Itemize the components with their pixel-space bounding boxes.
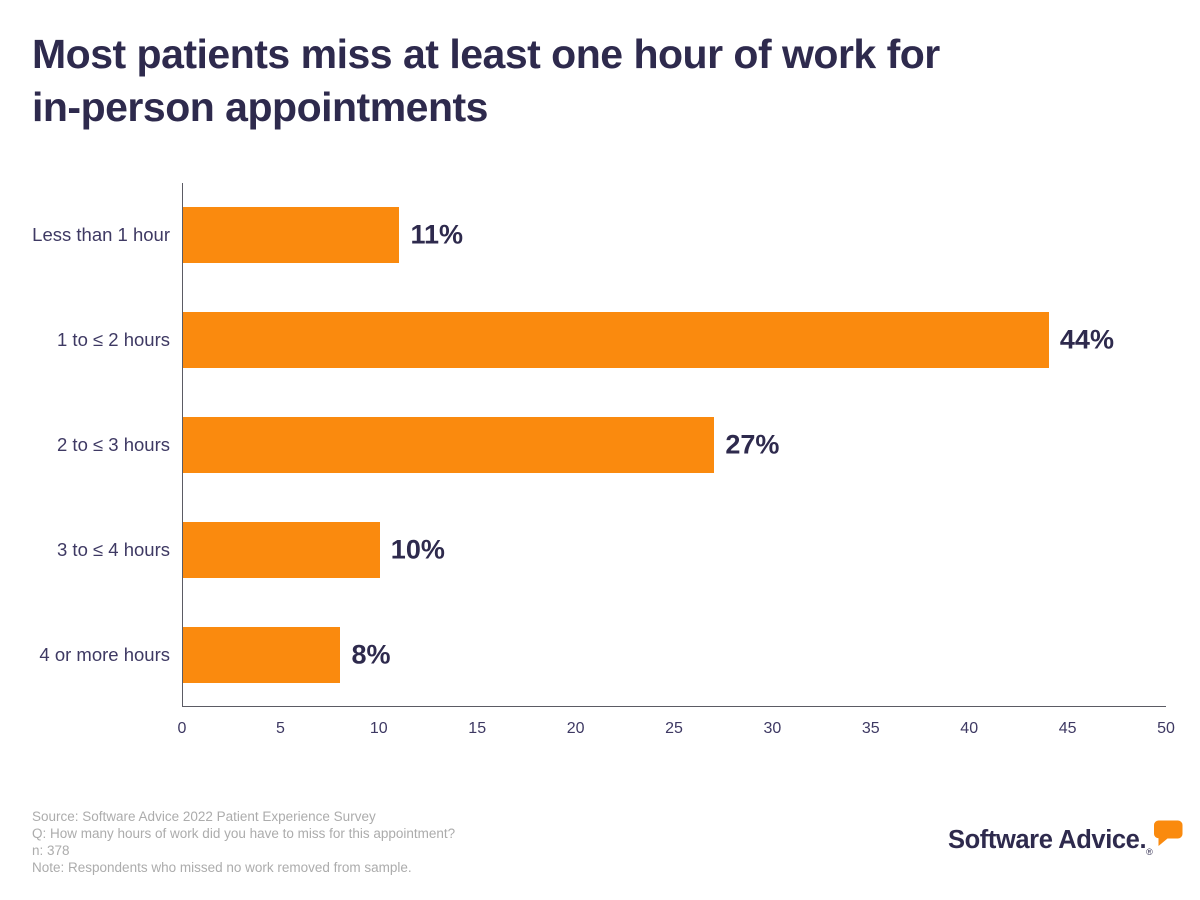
category-label: 2 to ≤ 3 hours [57,434,170,455]
x-axis-tick-label: 5 [275,720,285,737]
bar [183,312,1049,369]
source-note: Source: Software Advice 2022 Patient Exp… [32,809,376,824]
bar [183,417,715,473]
methodology-note: Note: Respondents who missed no work rem… [32,860,412,875]
x-axis-tick-label: 45 [1058,720,1077,737]
x-axis-tick-label: 20 [566,720,585,737]
category-label: 1 to ≤ 2 hours [57,329,170,351]
x-axis-tick-label: 30 [763,720,782,737]
question-note: Q: How many hours of work did you have t… [32,826,456,841]
bar-value-label: 8% [351,639,391,670]
x-axis-tick-label: 25 [665,720,683,737]
bar-value-label: 11% [410,219,464,250]
x-axis-tick-label: 40 [960,720,979,737]
category-label: Less than 1 hour [32,224,170,246]
software-advice-logo: Software Advice.® [948,820,1183,858]
category-label: 4 or more hours [39,643,170,665]
bar-value-label: 10% [390,534,445,565]
x-axis-tick-label: 35 [861,720,880,737]
speech-bubble-icon [1153,820,1183,852]
plot-area: 11% 44% 27% 10% 8% [182,183,1166,707]
category-label: 3 to ≤ 4 hours [57,538,170,560]
chart-title: Most patients miss at least one hour of … [32,28,1172,134]
bar-value-label: 44% [1059,324,1114,355]
chart-title-line-1: Most patients miss at least one hour of … [32,31,940,77]
x-axis-tick-label: 15 [468,720,487,737]
x-axis-ticks: 0 5 10 15 20 25 30 35 40 45 50 [178,720,1175,740]
chart-title-line-2: in-person appointments [32,84,488,130]
x-axis-tick-label: 10 [369,720,388,737]
sample-size-note: n: 378 [32,843,70,858]
footnotes: Source: Software Advice 2022 Patient Exp… [32,808,455,876]
category-labels: Less than 1 hour 1 to ≤ 2 hours 2 to ≤ 3 h… [0,183,170,707]
bar [183,626,341,683]
bar [183,521,380,578]
bar-value-label: 27% [725,429,780,460]
bar [183,207,400,264]
registered-trademark-symbol: ® [1146,847,1153,857]
x-axis-tick-label: 50 [1157,720,1175,737]
x-axis-tick-label: 0 [177,720,187,737]
logo-text: Software Advice. [948,826,1147,854]
